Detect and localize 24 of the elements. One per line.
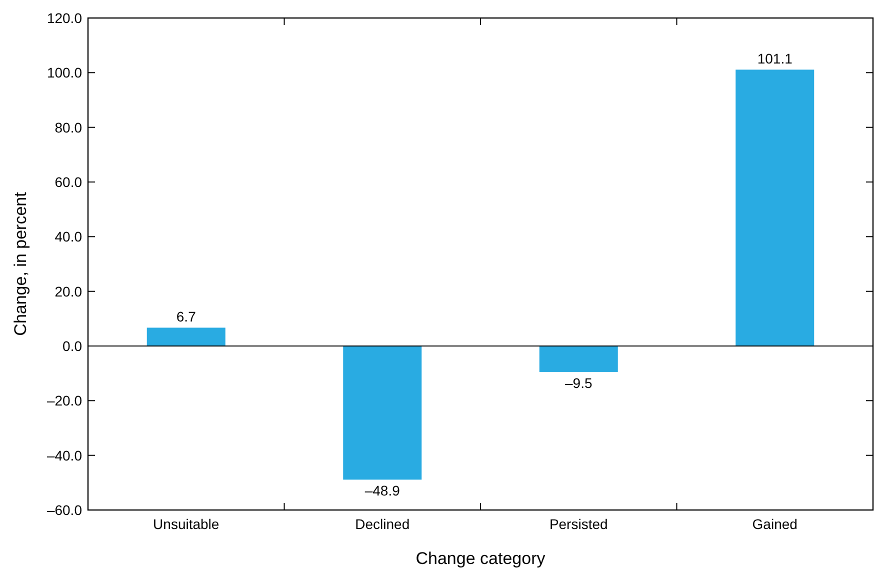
x-tick-label: Gained <box>752 516 798 532</box>
y-tick-label: –40.0 <box>46 447 82 464</box>
bar <box>736 70 814 346</box>
y-tick-label: 100.0 <box>46 64 82 81</box>
data-label: –9.5 <box>565 374 592 391</box>
y-tick-label: 40.0 <box>54 228 82 245</box>
y-tick-label: 120.0 <box>46 10 82 26</box>
x-tick-label: Declined <box>355 516 410 532</box>
y-tick-label: –20.0 <box>46 392 82 409</box>
x-tick-label: Persisted <box>549 516 608 532</box>
y-tick-label: 0.0 <box>62 338 82 354</box>
x-axis-title: Change category <box>416 549 546 568</box>
y-axis-title: Change, in percent <box>11 192 30 336</box>
y-tick-label: 20.0 <box>54 283 82 300</box>
y-tick-label: 80.0 <box>54 119 82 136</box>
y-tick-label: –60.0 <box>46 502 82 518</box>
bar <box>539 346 618 372</box>
data-label: 101.1 <box>757 50 793 67</box>
data-label: –48.9 <box>364 482 400 499</box>
x-tick-label: Unsuitable <box>153 516 220 532</box>
y-tick-label: 60.0 <box>54 174 82 190</box>
data-label: 6.7 <box>176 308 196 325</box>
bar <box>146 328 226 346</box>
bar <box>343 346 422 480</box>
